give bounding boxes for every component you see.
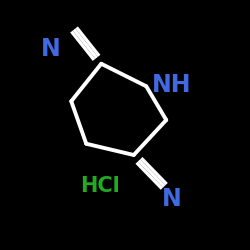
Text: HCl: HCl (80, 176, 120, 196)
Text: N: N (162, 187, 181, 211)
Text: NH: NH (152, 73, 191, 97)
Text: N: N (41, 37, 61, 61)
